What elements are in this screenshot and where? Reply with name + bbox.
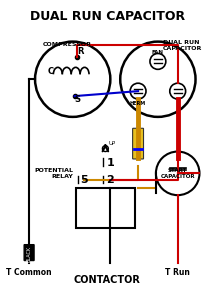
Text: R: R: [77, 47, 84, 56]
Text: DUAL RUN
CAPACITOR: DUAL RUN CAPACITOR: [163, 40, 202, 51]
Text: DUAL RUN CAPACITOR: DUAL RUN CAPACITOR: [30, 10, 185, 23]
Text: HERM: HERM: [130, 100, 146, 106]
Text: POTENTIAL
RELAY: POTENTIAL RELAY: [35, 168, 74, 179]
Text: FAN: FAN: [152, 50, 164, 55]
Text: C: C: [48, 67, 54, 76]
FancyBboxPatch shape: [24, 245, 34, 261]
Text: 2: 2: [106, 175, 114, 185]
Text: S: S: [75, 95, 81, 104]
Text: UP: UP: [108, 141, 116, 146]
Text: COMPRESSOR: COMPRESSOR: [43, 42, 92, 47]
Bar: [76, 188, 135, 228]
Text: 5: 5: [80, 175, 88, 185]
Text: T Run: T Run: [165, 268, 190, 277]
Text: T Common: T Common: [6, 268, 52, 277]
Text: 1: 1: [106, 158, 114, 168]
FancyBboxPatch shape: [133, 128, 144, 159]
Text: CONTACTOR: CONTACTOR: [74, 275, 141, 285]
Text: BLACK: BLACK: [27, 245, 32, 262]
Text: START
CAPACITOR: START CAPACITOR: [160, 168, 195, 179]
